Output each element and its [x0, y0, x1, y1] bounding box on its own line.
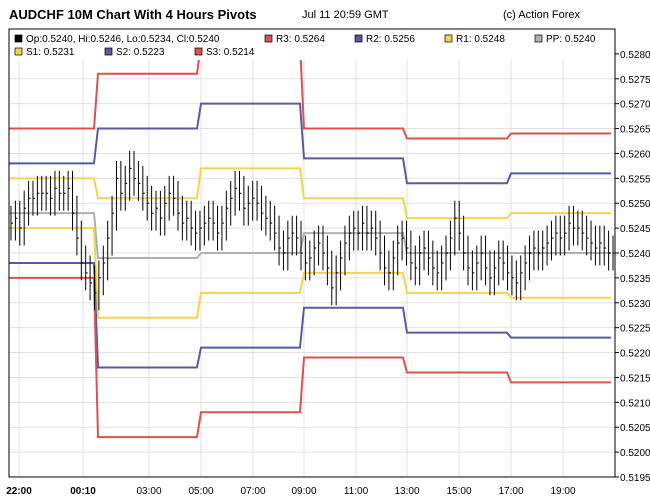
x-tick-label: 17:00 [498, 486, 523, 497]
brand-label: (c) Action Forex [503, 9, 581, 21]
y-tick-label: 0.5265 [620, 125, 650, 136]
legend-swatch [14, 34, 23, 43]
legend-swatch [14, 47, 23, 56]
y-tick-label: 0.5230 [620, 299, 650, 310]
y-tick-label: 0.5260 [620, 149, 650, 160]
y-tick-label: 0.5210 [620, 398, 650, 409]
x-tick-label: 15:00 [446, 486, 471, 497]
legend-swatch [444, 34, 453, 43]
x-tick-label: 09:00 [291, 486, 316, 497]
y-tick-label: 0.5245 [620, 224, 650, 235]
legend-swatch [534, 34, 543, 43]
legend-swatch [194, 47, 203, 56]
legend-label: S1: 0.5231 [26, 47, 75, 58]
x-tick-label: 19:00 [550, 486, 575, 497]
legend-label: R2: 0.5256 [366, 34, 415, 45]
x-tick-label: 13:00 [394, 486, 419, 497]
legend-label: S2: 0.5223 [116, 47, 165, 58]
y-tick-label: 0.5195 [620, 473, 650, 484]
chart-timestamp: Jul 11 20:59 GMT [302, 9, 389, 21]
x-tick-label: 07:00 [240, 486, 265, 497]
pivot-line [9, 227, 611, 319]
y-tick-label: 0.5200 [620, 448, 650, 459]
pivot-line [9, 167, 611, 220]
pivot-line [9, 276, 611, 439]
x-tick-label: 11:00 [344, 486, 369, 497]
legend-label: R1: 0.5248 [456, 34, 505, 45]
y-tick-label: 0.5240 [620, 249, 650, 260]
y-axis: 0.5280 0.5275 0.5270 0.5265 0.5260 0.5255 0.52… [615, 50, 650, 484]
legend-swatch [104, 47, 113, 56]
price-bars [10, 150, 615, 311]
legend: Op:0.5240, Hi:0.5246, Lo:0.5234, Cl:0.52… [10, 30, 614, 60]
x-axis: 22:00 00:10 03:00 05:00 07:00 09:00 11:00 13:00… [6, 486, 576, 497]
pivot-line [9, 42, 611, 140]
x-tick-label: 22:00 [6, 486, 32, 497]
x-tick-label: 03:00 [136, 486, 161, 497]
y-tick-label: 0.5280 [620, 50, 650, 61]
legend-label: PP: 0.5240 [546, 34, 596, 45]
legend-label: S3: 0.5214 [206, 47, 255, 58]
pivot-line [9, 102, 611, 185]
y-tick-label: 0.5275 [620, 75, 650, 86]
y-tick-label: 0.5250 [620, 199, 650, 210]
y-tick-label: 0.5255 [620, 174, 650, 185]
y-tick-label: 0.5270 [620, 100, 650, 111]
y-tick-label: 0.5225 [620, 324, 650, 335]
legend-label: R3: 0.5264 [276, 34, 325, 45]
y-tick-label: 0.5235 [620, 274, 650, 285]
pivot-line [9, 261, 611, 369]
y-tick-label: 0.5220 [620, 349, 650, 360]
legend-label: Op:0.5240, Hi:0.5246, Lo:0.5234, Cl:0.52… [26, 34, 220, 45]
x-tick-label: 05:00 [188, 486, 213, 497]
legend-swatch [354, 34, 363, 43]
chart-title: AUDCHF 10M Chart With 4 Hours Pivots [9, 7, 257, 22]
x-tick-label: 00:10 [70, 486, 96, 497]
pivot-lines [9, 42, 611, 439]
legend-swatch [264, 34, 273, 43]
y-tick-label: 0.5205 [620, 423, 650, 434]
y-tick-label: 0.5215 [620, 373, 650, 384]
